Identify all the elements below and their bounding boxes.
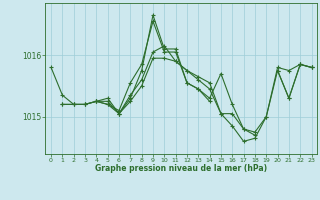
X-axis label: Graphe pression niveau de la mer (hPa): Graphe pression niveau de la mer (hPa) bbox=[95, 164, 268, 173]
